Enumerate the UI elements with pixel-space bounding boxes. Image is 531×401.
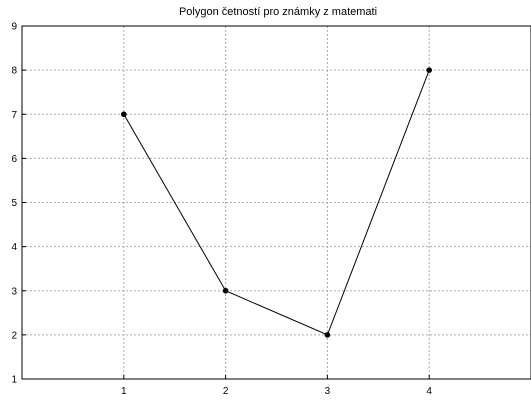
- axis-ticks: 1 2 3 4 5 6 7 8 9 1 2 3 4: [11, 22, 432, 398]
- data-point: [222, 287, 229, 294]
- data-point: [121, 111, 127, 118]
- x-tick-label: 3: [325, 386, 331, 397]
- data-point: [426, 67, 433, 73]
- y-tick-label: 6: [11, 154, 17, 165]
- grid: [22, 26, 531, 379]
- y-tick-label: 3: [11, 286, 17, 297]
- y-tick-label: 2: [11, 330, 17, 341]
- y-tick-label: 4: [11, 242, 17, 253]
- series-line: [123, 69, 430, 336]
- data-point: [324, 332, 331, 338]
- y-tick-label: 8: [11, 66, 17, 77]
- y-tick-label: 7: [11, 110, 17, 121]
- x-tick-label: 1: [121, 386, 127, 397]
- y-tick-label: 5: [11, 198, 17, 209]
- x-tick-label: 4: [426, 386, 432, 397]
- x-tick-label: 2: [223, 386, 229, 397]
- data-points: [121, 67, 433, 338]
- y-tick-label: 1: [11, 375, 17, 386]
- chart-title: Polygon četností pro známky z matemati: [179, 6, 377, 18]
- y-tick-label: 9: [11, 22, 17, 33]
